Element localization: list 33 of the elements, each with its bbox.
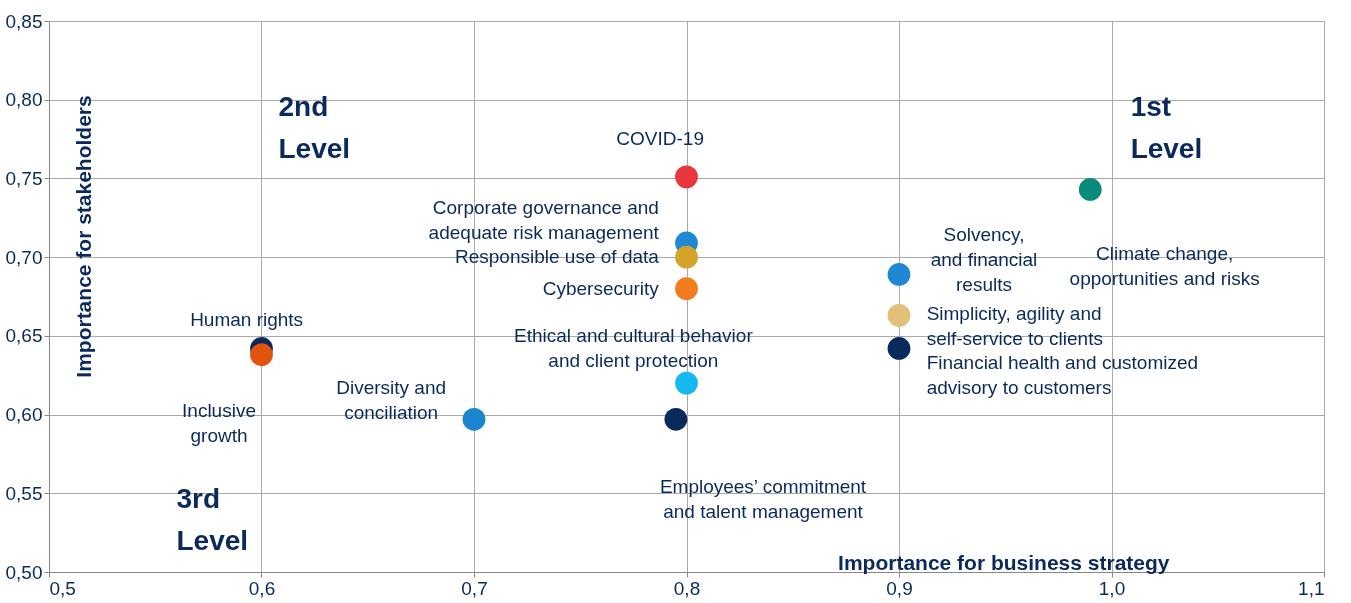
y-tick-label: 0,70 (5, 246, 43, 268)
y-tick-label: 0,65 (5, 325, 43, 347)
series-label: Cybersecurity (542, 277, 660, 299)
annotation: 1st Level (1130, 90, 1203, 164)
y-tick-label: 0,55 (5, 482, 43, 504)
x-tick-label: 0,8 (673, 577, 701, 599)
y-axis-title: Importance for stakeholders (71, 95, 95, 378)
series-label: Diversity and conciliation (336, 376, 447, 423)
series-label: Inclusive growth (182, 400, 256, 447)
y-tick-label: 0,60 (5, 404, 43, 426)
series-label: Human rights (190, 309, 304, 331)
x-tick-label: 1,0 (1098, 577, 1126, 599)
x-tick-label: 0,7 (461, 577, 488, 599)
annotation: 2nd Level (278, 90, 351, 164)
y-tick-label: 0,85 (5, 10, 43, 32)
x-axis-title: Importance for business strategy (838, 550, 1170, 574)
text: Climate change, opportunities and risks (1069, 242, 1260, 289)
x-tick-label: 0,5 (49, 577, 76, 599)
series-label: Corporate governance and adequate risk management (428, 197, 660, 244)
y-tick-label: 0,80 (5, 89, 43, 111)
y-tick-label: 0,50 (5, 561, 43, 583)
series-label: Solvency, and financial results (930, 224, 1038, 296)
text: Ethical and cultural behavior and client protection (514, 324, 754, 371)
text: Employees’ commitment and talent management (659, 475, 867, 522)
series-label: Simplicity, agility and self-service to clients (926, 302, 1103, 349)
x-tick-label: 0,9 (886, 577, 913, 599)
annotation: 3rd Level (176, 482, 249, 556)
series-label: Responsible use of data (455, 246, 660, 268)
y-tick-label: 0,75 (5, 167, 43, 189)
x-tick-label: 0,6 (248, 577, 276, 599)
x-tick-label: 1,1 (1298, 577, 1325, 599)
series-label: COVID-19 (616, 128, 704, 150)
series-label: Financial health and customized advisory to customers (926, 351, 1199, 398)
